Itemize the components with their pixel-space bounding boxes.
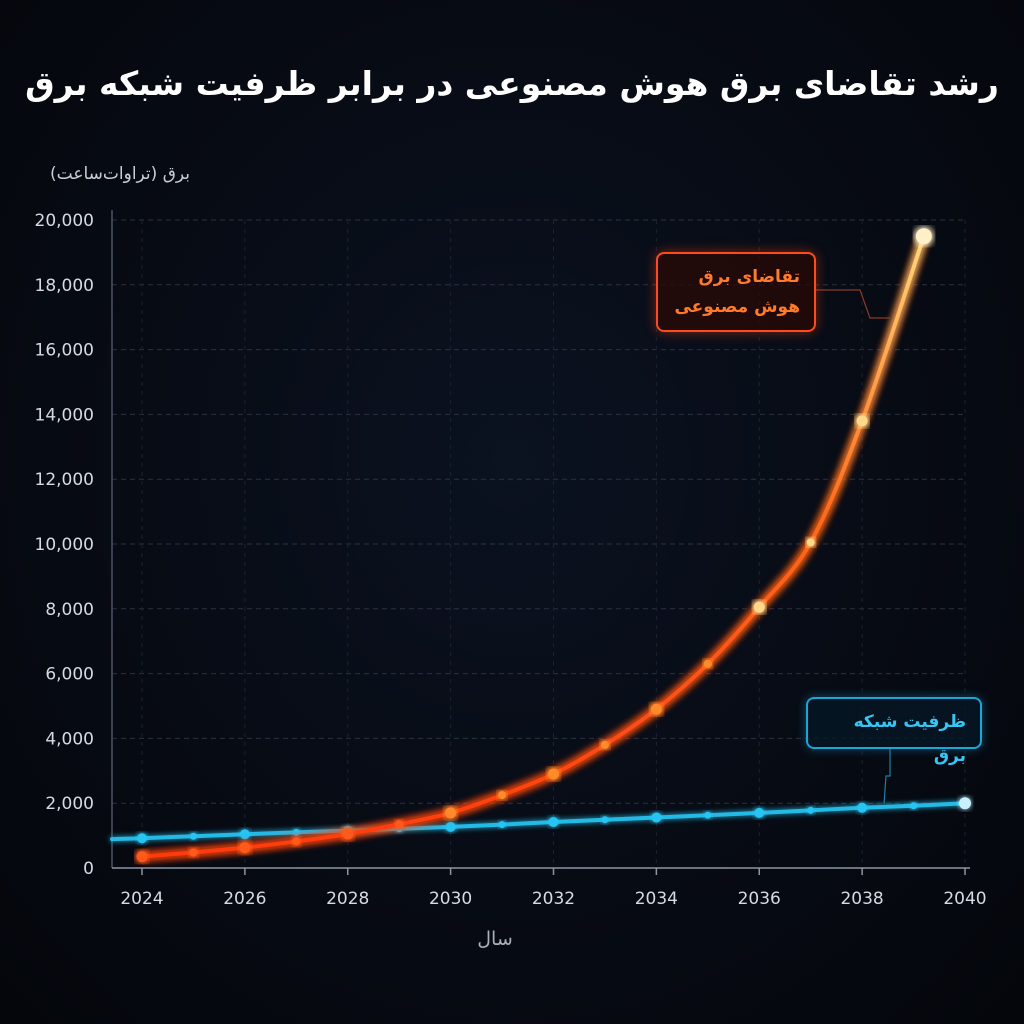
data-point-grid-capacity xyxy=(498,821,506,829)
legend-leaders xyxy=(816,289,891,805)
x-tick-labels: 2024 2026 2028 2030 2032 2034 2036 2038 2040 xyxy=(120,889,986,909)
data-point-ai-demand xyxy=(548,768,559,780)
data-point-ai-demand xyxy=(498,791,507,800)
data-point-grid-capacity xyxy=(292,828,300,836)
data-point-ai-demand xyxy=(189,848,198,857)
data-point-ai-demand xyxy=(600,740,609,749)
chart-title: رشد تقاضای برق هوش مصنوعی در برابر ظرفیت… xyxy=(25,64,999,103)
data-point-ai-demand xyxy=(915,228,932,245)
series-line-ai-demand xyxy=(140,234,926,859)
data-point-ai-demand xyxy=(753,601,765,613)
data-point-ai-demand xyxy=(703,659,712,668)
series xyxy=(110,228,971,863)
legend-ai-demand-leader xyxy=(816,289,890,319)
y-tick-label: 4,000 xyxy=(45,729,94,749)
data-point-grid-capacity xyxy=(704,811,712,819)
data-point-grid-capacity xyxy=(548,816,559,827)
legend-grid-capacity: ظرفیت شبکه برق xyxy=(806,697,982,766)
y-tick-label: 12,000 xyxy=(35,470,94,490)
data-point-ai-demand xyxy=(650,703,662,715)
data-point-ai-demand xyxy=(292,837,301,846)
x-tick-label: 2026 xyxy=(223,889,266,909)
data-point-ai-demand xyxy=(806,538,815,547)
data-point-ai-demand xyxy=(856,415,868,427)
legend-ai-demand-line2: هوش مصنوعی xyxy=(674,297,800,317)
data-point-grid-capacity xyxy=(959,797,971,810)
data-point-ai-demand xyxy=(395,820,404,829)
data-point-grid-capacity xyxy=(807,806,815,814)
x-tick-label: 2032 xyxy=(532,889,575,909)
y-tick-label: 18,000 xyxy=(35,276,94,296)
axes xyxy=(111,210,970,875)
data-point-grid-capacity xyxy=(137,833,147,844)
x-axis-label: سال xyxy=(477,928,513,950)
x-tick-label: 2040 xyxy=(943,889,986,909)
data-point-grid-capacity xyxy=(857,802,868,813)
x-tick-label: 2036 xyxy=(738,889,781,909)
y-tick-label: 14,000 xyxy=(35,405,94,425)
y-tick-label: 16,000 xyxy=(35,341,94,361)
grid-lines xyxy=(112,219,966,868)
data-point-ai-demand xyxy=(239,842,251,854)
x-tick-label: 2024 xyxy=(120,889,163,909)
y-tick-label: 0 xyxy=(83,859,94,879)
y-tick-label: 2,000 xyxy=(45,794,94,814)
x-tick-label: 2030 xyxy=(429,889,472,909)
data-point-grid-capacity xyxy=(754,807,765,818)
legend-grid-capacity-leader xyxy=(883,749,891,805)
y-tick-labels: 0 2,000 4,000 6,000 8,000 10,000 12,000 14,000 1… xyxy=(35,211,94,879)
data-point-grid-capacity xyxy=(651,812,662,823)
data-point-grid-capacity xyxy=(189,832,197,840)
x-tick-label: 2034 xyxy=(635,889,678,909)
legend-ai-demand-line1: تقاضای برق xyxy=(698,267,800,287)
data-point-grid-capacity xyxy=(445,821,456,832)
data-point-ai-demand xyxy=(445,807,457,819)
y-tick-label: 10,000 xyxy=(35,535,94,555)
y-tick-label: 8,000 xyxy=(45,600,94,620)
data-point-ai-demand xyxy=(136,851,148,863)
data-point-grid-capacity xyxy=(910,802,918,810)
data-point-grid-capacity xyxy=(601,816,609,824)
data-point-ai-demand xyxy=(342,828,354,840)
y-tick-label: 20,000 xyxy=(35,211,94,231)
x-tick-label: 2038 xyxy=(840,889,883,909)
data-point-grid-capacity xyxy=(239,829,250,840)
y-axis-label: برق (تراوات‌ساعت) xyxy=(50,164,191,184)
x-tick-label: 2028 xyxy=(326,889,369,909)
y-tick-label: 6,000 xyxy=(45,665,94,685)
legend-ai-demand: تقاضای برق هوش مصنوعی xyxy=(656,252,816,332)
